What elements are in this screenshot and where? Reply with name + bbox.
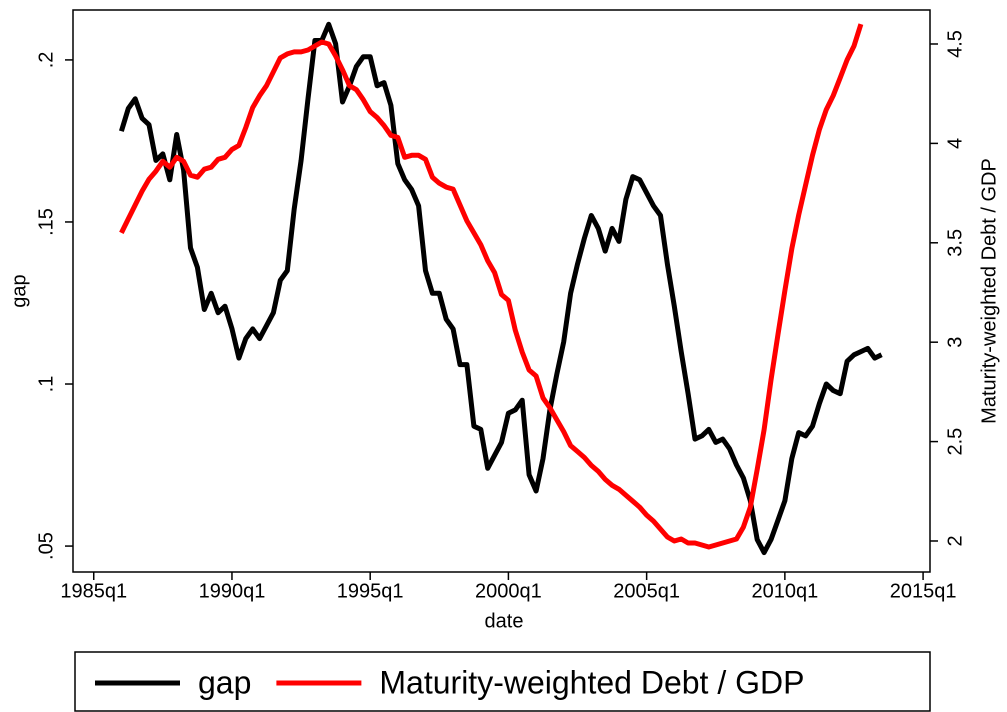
y2-axis-label: Maturity-weighted Debt / GDP: [978, 158, 1000, 424]
x-tick-label: 2005q1: [613, 580, 680, 602]
y2-tick-label: 2.5: [944, 428, 966, 456]
legend-label: Maturity-weighted Debt / GDP: [379, 664, 804, 700]
plot-frame: [72, 9, 931, 573]
x-tick-label: 1985q1: [60, 580, 127, 602]
x-tick-label: 2010q1: [751, 580, 818, 602]
x-tick-label: 1990q1: [199, 580, 266, 602]
y-axis-label: gap: [8, 274, 30, 307]
y-tick-label: .15: [35, 208, 57, 236]
x-axis-label: date: [485, 610, 524, 632]
y2-tick-label: 4.5: [944, 30, 966, 58]
y-tick-label: .05: [35, 532, 57, 560]
y2-tick-label: 3.5: [944, 229, 966, 257]
x-tick-label: 2015q1: [890, 580, 957, 602]
y2-tick-label: 3: [944, 337, 966, 348]
y-tick-label: .1: [35, 376, 57, 393]
y2-tick-label: 4: [944, 138, 966, 149]
legend-box: [74, 651, 931, 712]
line-series: [119, 23, 864, 550]
x-tick-label: 2000q1: [475, 580, 542, 602]
line-series: [119, 21, 883, 556]
y2-tick-label: 2: [944, 535, 966, 546]
y-tick-label: .2: [35, 52, 57, 69]
legend-label: gap: [198, 664, 251, 700]
x-tick-label: 1995q1: [337, 580, 404, 602]
